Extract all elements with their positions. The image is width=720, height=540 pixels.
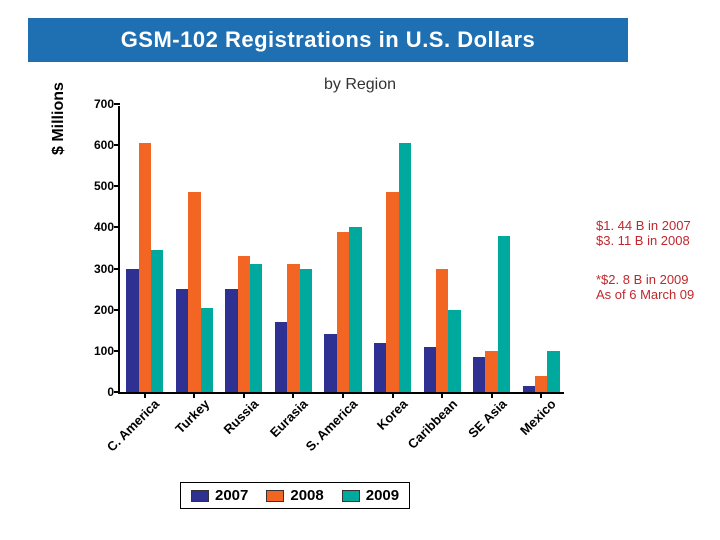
x-tick-label: Eurasia (267, 396, 311, 440)
plot-area: 0100200300400500600700C. AmericaTurkeyRu… (118, 106, 564, 394)
bar (547, 351, 559, 392)
legend-swatch (191, 490, 209, 502)
category-group: Eurasia (269, 104, 319, 392)
x-tick-mark (441, 392, 443, 398)
page-title: GSM-102 Registrations in U.S. Dollars (121, 27, 536, 53)
x-tick-mark (193, 392, 195, 398)
bar (424, 347, 436, 392)
annotation-line: $3. 11 B in 2008 (596, 233, 691, 248)
annotation-line: *$2. 8 B in 2009 (596, 272, 694, 287)
x-tick-mark (491, 392, 493, 398)
legend-item: 2008 (266, 487, 323, 504)
bar (324, 334, 336, 392)
category-group: Korea (368, 104, 418, 392)
bar (238, 256, 250, 392)
bar (473, 357, 485, 392)
category-group: SE Asia (467, 104, 517, 392)
bar (176, 289, 188, 392)
x-tick-mark (292, 392, 294, 398)
x-tick-mark (144, 392, 146, 398)
bar (399, 143, 411, 392)
legend-item: 2007 (191, 487, 248, 504)
bar (126, 269, 138, 392)
bar (151, 250, 163, 392)
annotation-line: As of 6 March 09 (596, 287, 694, 302)
annotation-asof: *$2. 8 B in 2009As of 6 March 09 (596, 272, 694, 302)
bar (349, 227, 361, 392)
annotation-totals: $1. 44 B in 2007$3. 11 B in 2008 (596, 218, 691, 248)
x-tick-label: Mexico (517, 396, 559, 438)
x-tick-mark (540, 392, 542, 398)
legend-label: 2009 (366, 487, 399, 504)
bar (535, 376, 547, 392)
legend-label: 2008 (290, 487, 323, 504)
category-group: S. America (318, 104, 368, 392)
category-group: C. America (120, 104, 170, 392)
bar (139, 143, 151, 392)
x-tick-label: C. America (104, 396, 162, 454)
x-tick-label: Russia (221, 396, 262, 437)
legend: 2007 2008 2009 (180, 482, 410, 509)
x-tick-mark (342, 392, 344, 398)
legend-swatch (266, 490, 284, 502)
bar (448, 310, 460, 392)
bar (498, 236, 510, 392)
legend-swatch (342, 490, 360, 502)
x-tick-label: Korea (374, 396, 411, 433)
subtitle: by Region (0, 76, 720, 94)
annotation-line: $1. 44 B in 2007 (596, 218, 691, 233)
bar (188, 192, 200, 392)
bar (250, 264, 262, 392)
bar (337, 232, 349, 392)
bar (201, 308, 213, 392)
category-group: Russia (219, 104, 269, 392)
x-tick-label: SE Asia (465, 396, 510, 441)
category-group: Caribbean (417, 104, 467, 392)
x-tick-mark (392, 392, 394, 398)
bar (275, 322, 287, 392)
bar (386, 192, 398, 392)
bar (300, 269, 312, 392)
bar (523, 386, 535, 392)
x-tick-label: Caribbean (404, 396, 460, 452)
legend-item: 2009 (342, 487, 399, 504)
bar (225, 289, 237, 392)
x-tick-mark (243, 392, 245, 398)
x-tick-label: S. America (303, 396, 361, 454)
title-band: GSM-102 Registrations in U.S. Dollars (28, 18, 628, 62)
bar (374, 343, 386, 392)
x-tick-label: Turkey (172, 396, 212, 436)
bar (436, 269, 448, 392)
legend-label: 2007 (215, 487, 248, 504)
bar (485, 351, 497, 392)
bar-chart: $ Millions 0100200300400500600700C. Amer… (60, 100, 580, 430)
category-group: Mexico (516, 104, 566, 392)
bar (287, 264, 299, 392)
y-axis-label: $ Millions (50, 82, 68, 155)
category-group: Turkey (170, 104, 220, 392)
